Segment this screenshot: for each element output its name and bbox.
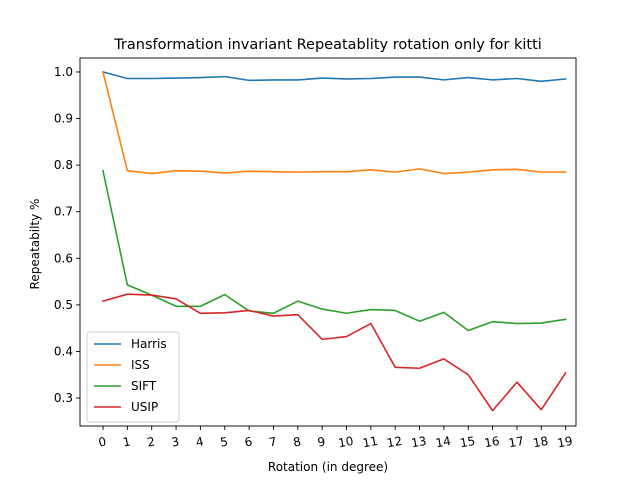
y-tick-label: 0.7 [54, 205, 73, 219]
legend-label-usip: USIP [131, 400, 158, 414]
x-tick-label: 11 [361, 434, 378, 450]
x-tick-label: 5 [219, 435, 229, 450]
x-tick-label: 0 [97, 435, 107, 450]
x-tick-label: 16 [483, 434, 500, 450]
legend: Harris ISS SIFT USIP [86, 331, 180, 423]
x-tick-label: 2 [146, 435, 156, 450]
x-tick-label: 15 [459, 434, 476, 450]
x-tick-label: 12 [386, 434, 403, 450]
x-tick-label: 17 [508, 434, 525, 450]
chart-title: Transformation invariant Repeatablity ro… [113, 37, 542, 53]
plot-area: 0 1 2 3 4 5 6 7 8 9 10 11 12 13 14 15 16 17 18 190.30.40.50… [54, 57, 577, 450]
series-line-usip [102, 293, 567, 412]
y-tick-label: 1.0 [54, 65, 73, 79]
series-line-sift [102, 169, 567, 332]
legend-label-harris: Harris [131, 337, 167, 351]
legend-label-sift: SIFT [131, 379, 157, 393]
legend-label-iss: ISS [131, 358, 150, 372]
y-tick-label: 0.5 [54, 298, 73, 312]
y-axis-label: Repeatabilty % [28, 199, 42, 290]
series-line-harris [102, 70, 567, 83]
series-line-iss [102, 71, 567, 175]
x-tick-label: 10 [337, 434, 354, 450]
x-tick-label: 6 [243, 435, 253, 450]
y-tick-label: 0.9 [54, 112, 73, 126]
x-tick-label: 14 [434, 434, 451, 450]
legend-box [86, 331, 180, 423]
y-tick-label: 0.6 [54, 251, 73, 265]
y-tick-label: 0.8 [54, 158, 73, 172]
x-tick-label: 8 [292, 435, 302, 450]
y-tick-label: 0.4 [54, 344, 73, 358]
x-tick-label: 19 [556, 434, 573, 450]
plot-frame [79, 57, 577, 427]
x-tick-label: 9 [316, 435, 326, 450]
x-axis-label: Rotation (in degree) [268, 460, 388, 474]
x-tick-label: 13 [410, 434, 427, 450]
x-tick-label: 4 [195, 435, 205, 450]
x-tick-label: 7 [268, 435, 278, 450]
x-tick-label: 18 [532, 434, 549, 450]
x-tick-label: 3 [170, 435, 180, 450]
x-tick-label: 1 [122, 435, 132, 450]
y-tick-label: 0.3 [54, 391, 73, 405]
